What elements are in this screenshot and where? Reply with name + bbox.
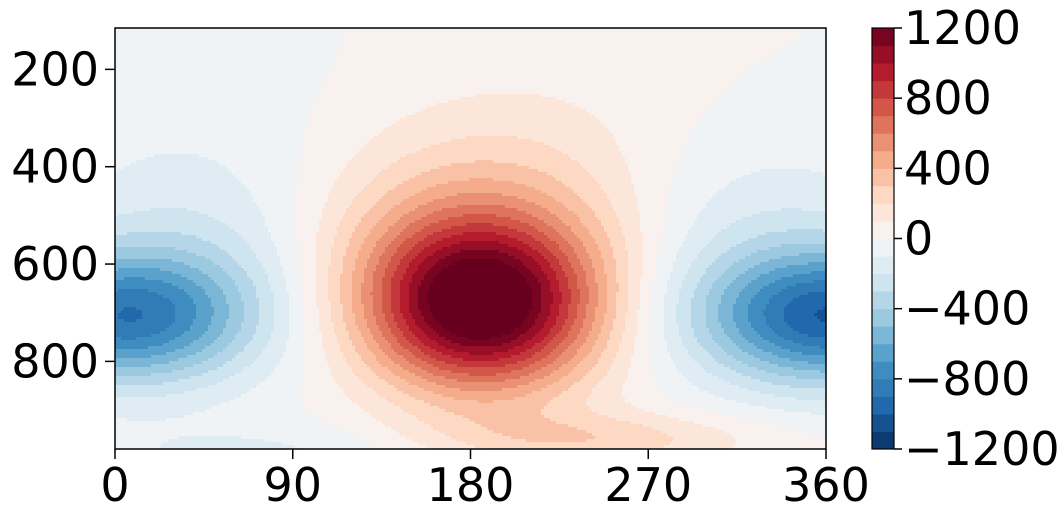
colorbar-level bbox=[872, 343, 894, 362]
colorbar-level bbox=[872, 185, 894, 204]
colorbar-level bbox=[872, 98, 894, 117]
colorbar-level bbox=[872, 28, 894, 47]
colorbar-level bbox=[872, 150, 894, 169]
colorbar-level bbox=[872, 273, 894, 292]
colorbar-tick-label: −400 bbox=[904, 282, 1030, 336]
y-tick-label: 400 bbox=[11, 140, 99, 194]
colorbar-level bbox=[872, 115, 894, 134]
colorbar-level bbox=[872, 45, 894, 64]
colorbar-level bbox=[872, 291, 894, 310]
colorbar-level bbox=[872, 203, 894, 222]
x-tick-label: 270 bbox=[604, 458, 692, 512]
colorbar-level bbox=[872, 431, 894, 450]
colorbar-level bbox=[872, 168, 894, 187]
x-tick-label: 90 bbox=[263, 458, 322, 512]
colorbar-tick-label: 400 bbox=[904, 141, 992, 195]
colorbar-level bbox=[872, 326, 894, 345]
y-tick-label: 800 bbox=[11, 334, 99, 388]
colorbar-level bbox=[872, 396, 894, 415]
x-tick-label: 360 bbox=[782, 458, 870, 512]
colorbar-tick-label: 800 bbox=[904, 71, 992, 125]
colorbar-level bbox=[872, 80, 894, 99]
colorbar-level bbox=[872, 238, 894, 257]
colorbar-tick-label: −800 bbox=[904, 352, 1030, 406]
x-tick-label: 0 bbox=[100, 458, 129, 512]
x-tick-label: 180 bbox=[427, 458, 515, 512]
y-axis: 200 400 600 800 bbox=[11, 42, 115, 388]
colorbar-tick-label: −1200 bbox=[904, 422, 1060, 476]
colorbar-level bbox=[872, 220, 894, 239]
colorbar-level bbox=[872, 378, 894, 397]
colorbar-level bbox=[872, 256, 894, 275]
y-tick-label: 600 bbox=[11, 237, 99, 291]
x-axis: 0 90 180 270 360 bbox=[100, 449, 870, 512]
contour-field bbox=[115, 28, 826, 449]
colorbar-level bbox=[872, 413, 894, 432]
colorbar: 1200 800 400 0 −400 −800 −1200 bbox=[871, 1, 1060, 476]
colorbar-tick-label: 0 bbox=[904, 212, 933, 266]
colorbar-tick-label: 1200 bbox=[904, 1, 1021, 55]
colorbar-level bbox=[872, 133, 894, 152]
y-tick-label: 200 bbox=[11, 42, 99, 96]
colorbar-level bbox=[872, 308, 894, 327]
colorbar-level bbox=[872, 361, 894, 380]
colorbar-level bbox=[872, 63, 894, 82]
